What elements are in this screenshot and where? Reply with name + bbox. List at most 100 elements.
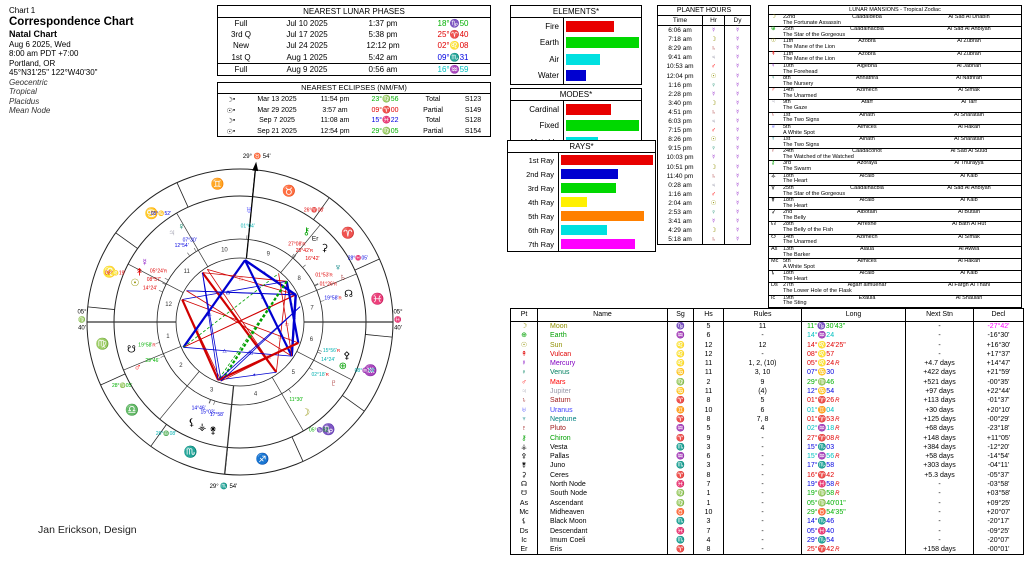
ray-label: 2nd Ray xyxy=(526,169,554,179)
mansion-row: ⚳ 2nd Albotain Al Butain The Belly xyxy=(769,209,1021,221)
point-declination: -01°37' xyxy=(973,396,1023,406)
phase-date: Jul 24 2025 xyxy=(286,41,328,51)
mode-bar xyxy=(566,120,639,132)
point-longitude: 27°♈08R xyxy=(801,433,905,443)
svg-text:15°03': 15°03' xyxy=(201,410,215,416)
svg-text:14°24': 14°24' xyxy=(143,286,157,292)
elements-title: ELEMENTS* xyxy=(511,6,641,18)
point-declination: -09°25' xyxy=(973,526,1023,536)
mansion-ordinal: 18th xyxy=(783,270,794,277)
hour-ruler-icon: ♂ xyxy=(702,62,724,72)
eclipse-date: Mar 29 2025 xyxy=(257,106,297,114)
point-row: ☋ South Node ♍ 1-19°♍58R - +03°58' xyxy=(511,489,1023,499)
point-icon: ♃ xyxy=(521,388,527,396)
element-track xyxy=(563,18,641,35)
point-declination: -20°07' xyxy=(973,535,1023,546)
mansion-meaning: The Sting xyxy=(783,300,807,307)
point-name: Vulcan xyxy=(537,349,667,360)
svg-text:♏: ♏ xyxy=(184,445,198,458)
svg-text:⚴: ⚴ xyxy=(343,351,350,362)
ray-track xyxy=(558,195,655,209)
point-sign-icon: ♌ xyxy=(667,349,693,360)
mansion-row: ⚶ 18th Alcalb Al Kalb The Heart xyxy=(769,172,1021,185)
point-icon: ♀ xyxy=(521,369,527,377)
hour-time: 12:04 pm xyxy=(666,72,694,80)
point-name: Ceres xyxy=(537,470,667,481)
svg-text:29°46': 29°46' xyxy=(145,359,159,365)
eclipse-dot-icon: ● xyxy=(232,127,236,133)
mansion-meaning: A White Spot xyxy=(783,129,815,136)
retrograde-flag: R xyxy=(835,426,840,433)
point-next-station: +113 days xyxy=(905,396,973,406)
points-col-header: Hs xyxy=(693,309,723,321)
mansion-row: Ic 19th Exaula Al Shaulah The Sting xyxy=(769,294,1021,307)
eclipse-kind-icon: ☽ xyxy=(226,97,233,104)
mansion-ordinal: 3rd xyxy=(783,160,791,167)
svg-text:△: △ xyxy=(223,348,227,354)
point-house: 2 xyxy=(693,377,723,388)
svg-text:05°: 05° xyxy=(77,310,87,316)
phase-name: Full xyxy=(234,64,248,74)
planet-hour-row: 1:16 pm ♀ ☿ xyxy=(658,80,750,90)
mansion-ordinal: 28th xyxy=(783,221,794,228)
point-icon: ♄ xyxy=(521,397,527,405)
svg-text:8: 8 xyxy=(297,276,301,282)
hour-ruler-icon: ♃ xyxy=(702,117,724,127)
designer-credit: Jan Erickson, Design xyxy=(38,524,137,536)
point-declination: -00°01' xyxy=(973,545,1023,555)
mansion-planet-icon: ⚷ xyxy=(771,160,776,167)
mansion-arabic-name: Al Sharatain xyxy=(954,111,984,118)
mansion-line: Ic 19th Exaula Al Shaulah xyxy=(771,295,1019,302)
point-declination: -20°17' xyxy=(973,517,1023,527)
hours-col-header: Hr xyxy=(702,16,724,26)
element-bar xyxy=(566,20,615,32)
point-name: Neptune xyxy=(537,414,667,425)
ray-track xyxy=(558,167,655,181)
point-row: ♇ Pluto ♒ 5 4 02°♒18R +68 days -23°18' xyxy=(511,424,1023,434)
option-houses: Placidus xyxy=(9,96,40,106)
mansion-ordinal: 22nd xyxy=(783,14,796,20)
planet-hour-row: 10:51 pm ☽ ☿ xyxy=(658,162,750,172)
mansion-meaning: The Watched of the Watched xyxy=(783,154,854,161)
svg-text:✶: ✶ xyxy=(252,373,256,379)
mansion-arabic-name: Al Batn Al Hut xyxy=(952,221,986,228)
svg-text:□: □ xyxy=(239,276,242,282)
day-ruler-icon: ☿ xyxy=(724,53,750,63)
point-next-station: +422 days xyxy=(905,368,973,378)
day-ruler-icon: ☿ xyxy=(724,117,750,127)
mansion-name: Caadacohot xyxy=(852,148,882,155)
point-icon: Mc xyxy=(519,508,529,516)
planet-hour-row: 3:41 am ☿ ☿ xyxy=(658,217,750,227)
mansion-meaning: The Star of the Gorgeous xyxy=(783,190,846,197)
point-house: 8 xyxy=(693,545,723,555)
element-track xyxy=(563,67,641,84)
eclipse-saros: S128 xyxy=(464,117,482,124)
mansion-row: ☽ 22nd Caadaldeba Al Sad Al Dhabih The Fortu… xyxy=(769,14,1021,26)
point-sign-icon: ♏ xyxy=(667,517,693,527)
hour-time: 2:04 am xyxy=(668,199,692,207)
mansion-row: ♅ 5th Almices Al Hakah A White Spot xyxy=(769,123,1021,136)
point-name: Juno xyxy=(537,461,667,471)
mansion-line: ↟ 11th Azobra Al Zubrah xyxy=(771,50,1019,58)
point-sign-icon: ♈ xyxy=(667,433,693,443)
mansion-planet-icon: ↟ xyxy=(771,50,776,57)
point-row: ☽ Moon ♑ 5 11 11°♑30'43" - -27°42' xyxy=(511,322,1023,332)
point-sign-icon: ♌ xyxy=(667,359,693,369)
hour-ruler-icon: ♃ xyxy=(702,53,724,63)
eclipse-kind: ☉● xyxy=(218,126,244,139)
elements-panel: ELEMENTS* Fire Earth Air Water xyxy=(510,5,642,85)
retrograde-flag: R xyxy=(835,435,840,442)
hour-ruler-icon: ♂ xyxy=(702,126,724,136)
svg-text:☽: ☽ xyxy=(301,407,310,418)
svg-text:☉: ☉ xyxy=(130,278,139,289)
mansion-arabic-name: Al Thurayya xyxy=(954,160,984,167)
retrograde-flag: R xyxy=(835,482,840,489)
planet-hour-row: 9:15 pm ♀ ☿ xyxy=(658,144,750,154)
point-longitude: 12°♋54 xyxy=(801,387,905,397)
svg-text:△: △ xyxy=(207,311,211,317)
svg-text:08°57': 08°57' xyxy=(147,277,161,283)
point-row: ⚵ Juno ♏ 3-17°♏58 +303 days -04°11' xyxy=(511,461,1023,471)
point-rules: 11 xyxy=(723,322,801,332)
hour-time: 5:18 am xyxy=(668,236,692,244)
mansion-arabic-name: Al Butain xyxy=(957,209,980,216)
